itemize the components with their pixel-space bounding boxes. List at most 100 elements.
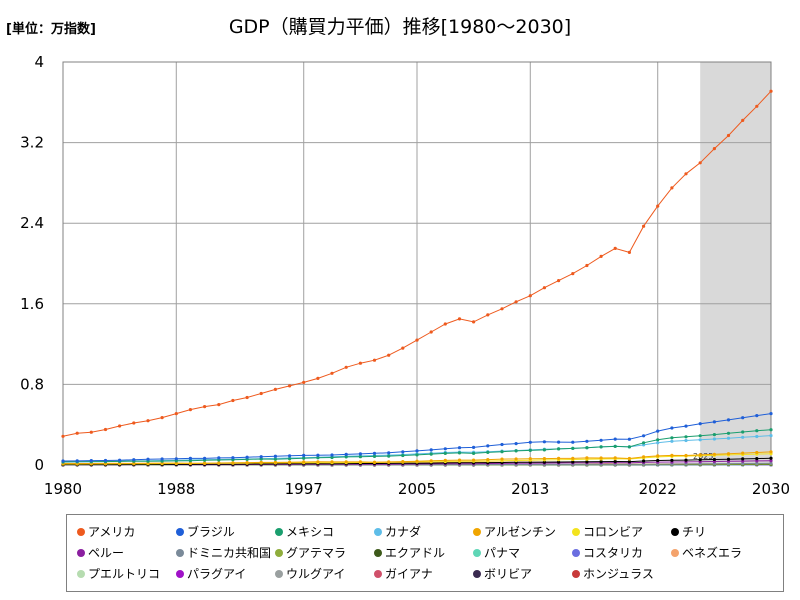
data-point — [231, 456, 235, 460]
data-point — [514, 457, 518, 461]
data-point — [627, 437, 632, 441]
data-point — [245, 461, 249, 465]
x-tick-label: 1980 — [44, 480, 82, 498]
data-point — [401, 460, 405, 464]
data-point — [670, 439, 674, 443]
data-point — [599, 456, 603, 460]
legend-label: アルゼンチン — [484, 525, 556, 539]
data-point — [387, 353, 391, 357]
data-point — [585, 263, 589, 268]
data-point — [769, 461, 773, 465]
data-point — [358, 460, 362, 464]
data-point — [755, 457, 759, 461]
data-point — [372, 454, 377, 458]
data-point — [203, 405, 207, 409]
data-point — [358, 455, 362, 459]
data-point — [712, 420, 717, 424]
data-point — [160, 416, 164, 420]
data-point — [684, 458, 688, 462]
data-point — [571, 460, 575, 464]
data-point — [429, 330, 433, 334]
data-point — [741, 118, 745, 122]
legend-label: コスタリカ — [583, 546, 644, 560]
data-point — [372, 358, 377, 362]
legend-marker — [374, 569, 382, 578]
data-point — [118, 458, 122, 462]
legend-label: パナマ — [484, 546, 521, 560]
data-point — [514, 442, 518, 446]
data-point — [571, 440, 575, 444]
data-point — [642, 455, 646, 459]
data-point — [642, 224, 646, 228]
legend-label: パラグアイ — [187, 567, 247, 581]
data-point — [585, 439, 589, 443]
data-point — [457, 451, 462, 455]
legend-label: ウルグアイ — [286, 567, 346, 581]
data-point — [698, 438, 702, 442]
x-tick-label: 1997 — [285, 480, 323, 498]
data-point — [457, 458, 462, 462]
data-point — [61, 459, 65, 463]
data-point — [372, 460, 377, 464]
legend-item: カナダ — [374, 521, 473, 542]
legend-label: ブラジル — [187, 525, 235, 539]
data-point — [613, 437, 617, 441]
data-point — [670, 453, 674, 457]
data-point — [231, 398, 235, 403]
legend-marker — [473, 569, 481, 578]
x-tick-label: 2013 — [511, 480, 549, 498]
legend-label: ペルー — [88, 546, 125, 560]
data-point — [344, 365, 348, 369]
data-point — [755, 429, 759, 433]
data-point — [528, 448, 532, 452]
legend-item: アルゼンチン — [473, 521, 572, 542]
data-point — [217, 461, 221, 465]
data-point — [443, 451, 447, 455]
x-tick-label: 2005 — [398, 480, 436, 498]
legend-item: ベネズエラ — [671, 542, 770, 563]
legend-marker — [77, 548, 85, 557]
legend-marker — [275, 527, 283, 536]
x-tick-label: 2022 — [639, 480, 677, 498]
legend-item: ブラジル — [176, 521, 275, 542]
data-point — [316, 376, 320, 380]
legend-label: チリ — [682, 525, 707, 539]
data-point — [557, 447, 561, 451]
forecast-region — [700, 62, 771, 465]
data-point — [670, 436, 674, 440]
data-point — [542, 286, 547, 290]
legend-item: パラグアイ — [176, 563, 275, 584]
data-point — [273, 460, 277, 464]
data-point — [344, 452, 348, 456]
data-point — [316, 460, 320, 464]
y-tick-label: 3.2 — [20, 134, 44, 152]
data-point — [288, 454, 292, 458]
data-point — [61, 434, 65, 438]
data-point — [302, 456, 306, 460]
legend-marker — [671, 548, 679, 557]
legend-marker — [473, 548, 481, 557]
data-point — [542, 448, 547, 452]
legend-label: ベネズエラ — [682, 546, 743, 560]
data-point — [259, 455, 263, 459]
legend-marker — [572, 569, 580, 578]
data-point — [203, 461, 207, 465]
data-point — [769, 412, 773, 416]
data-point — [231, 461, 235, 465]
data-point — [500, 442, 504, 447]
data-point — [684, 435, 688, 439]
data-point — [670, 186, 674, 190]
data-point — [330, 460, 334, 464]
data-point — [557, 460, 561, 464]
legend-label: エクアドル — [385, 546, 446, 560]
data-point — [302, 380, 306, 384]
legend-marker — [275, 569, 283, 578]
data-point — [288, 457, 292, 461]
data-point — [769, 459, 773, 463]
data-point — [344, 455, 348, 459]
data-point — [557, 456, 561, 460]
data-point — [415, 459, 419, 463]
data-point — [712, 147, 717, 151]
data-point — [726, 133, 731, 138]
legend-marker — [77, 569, 85, 578]
